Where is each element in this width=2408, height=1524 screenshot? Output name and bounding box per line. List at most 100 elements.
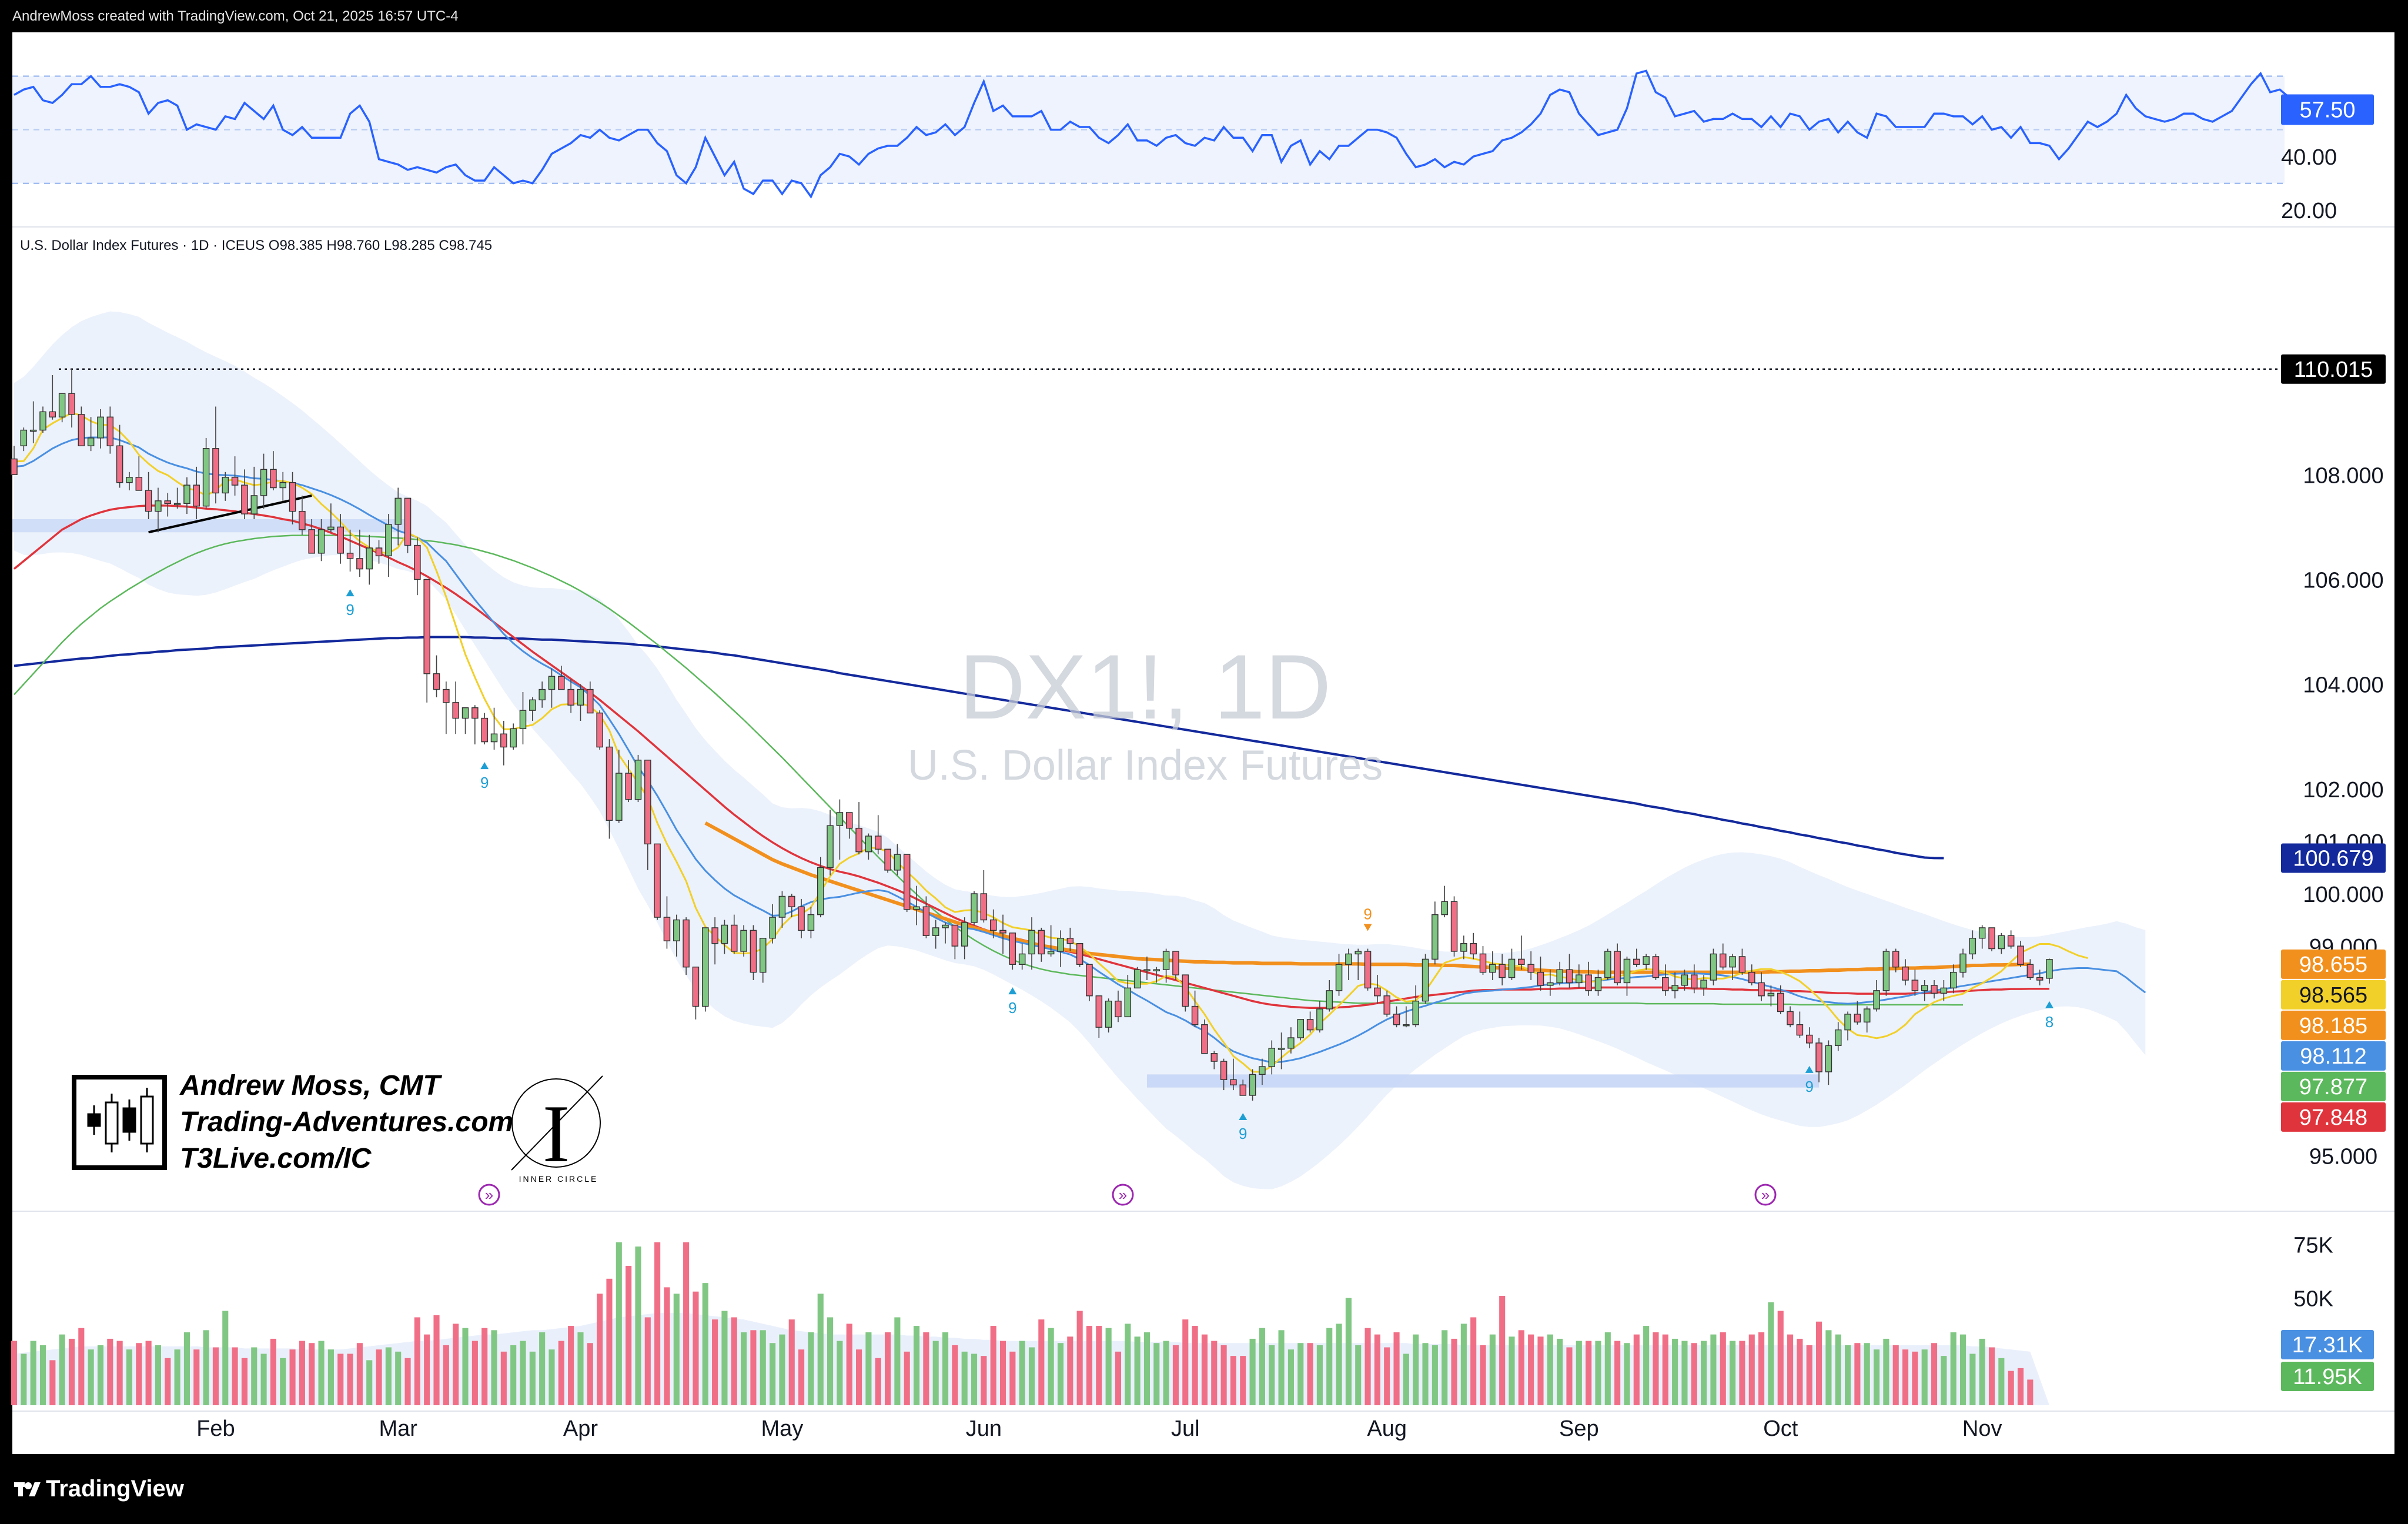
- candle: [683, 917, 690, 975]
- candle: [212, 406, 219, 504]
- volume-bar: [126, 1349, 133, 1405]
- candle-body: [1422, 958, 1429, 1002]
- candle: [596, 710, 603, 750]
- volume-bar: [1854, 1343, 1861, 1405]
- volume-bar: [721, 1311, 728, 1405]
- candle: [1057, 930, 1064, 967]
- author-site-1: Trading-Adventures.com: [180, 1107, 513, 1138]
- candle-body: [1489, 964, 1496, 973]
- candle-body: [39, 411, 46, 431]
- candle: [1527, 951, 1534, 980]
- volume-bar: [1038, 1319, 1045, 1405]
- volume-bar: [1336, 1324, 1342, 1405]
- candle-body: [798, 906, 805, 931]
- candle: [11, 446, 18, 475]
- candle-body: [1854, 1014, 1861, 1022]
- candle-body: [250, 495, 258, 514]
- candle: [58, 393, 66, 423]
- volume-bar: [1201, 1334, 1208, 1405]
- volume-bar: [1835, 1334, 1841, 1405]
- candle-body: [490, 733, 498, 743]
- volume-bar: [1681, 1341, 1688, 1405]
- candle-body: [1230, 1079, 1237, 1085]
- price-label: 110.015: [2281, 354, 2386, 384]
- volume-bar: [404, 1358, 411, 1405]
- candle-body: [1527, 964, 1534, 973]
- candle-body: [1335, 964, 1343, 991]
- volume-bar: [702, 1283, 708, 1405]
- price-label-text: 98.655: [2299, 952, 2367, 977]
- td-marker: 9: [1008, 987, 1017, 1017]
- tradingview-logo[interactable]: TradingView: [14, 1475, 184, 1503]
- candle: [711, 917, 718, 965]
- td-count: 9: [1805, 1078, 1814, 1095]
- candle: [490, 707, 498, 750]
- badge-letter: I: [543, 1088, 570, 1179]
- candle-body: [769, 917, 776, 939]
- chart-credit: AndrewMoss created with TradingView.com,…: [12, 8, 459, 24]
- price-label-text: 97.877: [2299, 1075, 2367, 1099]
- volume-bar: [539, 1332, 546, 1405]
- candle-body: [1805, 1034, 1813, 1044]
- td-marker: 9: [480, 762, 489, 791]
- volume-bar: [664, 1287, 670, 1405]
- watermark-ticker: DX1!, 1D: [959, 636, 1332, 738]
- candle: [1306, 1011, 1314, 1033]
- candle-body: [1738, 956, 1746, 973]
- volume-bar: [1816, 1321, 1822, 1405]
- candle-body: [135, 477, 143, 491]
- volume-bar: [1364, 1328, 1371, 1405]
- volume-bar: [280, 1358, 286, 1405]
- td-marker: 9: [346, 589, 354, 619]
- volume-bar: [1134, 1336, 1141, 1405]
- volume-bar: [855, 1349, 862, 1405]
- candle-body: [1988, 927, 1995, 950]
- trendline: [148, 494, 312, 534]
- candle: [1671, 972, 1678, 999]
- candle-body: [1432, 914, 1439, 960]
- td-count: 8: [2045, 1013, 2054, 1031]
- candle: [606, 739, 613, 839]
- volume-bar: [1941, 1356, 1947, 1405]
- candle-body: [625, 773, 632, 800]
- volume-bar: [616, 1242, 622, 1405]
- candle-body: [539, 689, 546, 701]
- volume-bar: [1576, 1341, 1582, 1405]
- volume-bar: [1662, 1334, 1668, 1405]
- candle: [913, 885, 920, 925]
- candle: [2026, 959, 2034, 980]
- candle-body: [433, 673, 440, 690]
- time-tick: Mar: [379, 1416, 417, 1441]
- volume-bar: [1326, 1328, 1333, 1405]
- volume-bar: [1710, 1334, 1717, 1405]
- volume-bar: [626, 1265, 632, 1405]
- volume-bar: [1269, 1345, 1275, 1405]
- candle-body: [1614, 951, 1621, 984]
- candle: [2007, 930, 2015, 949]
- candle-body: [481, 717, 488, 743]
- candle: [1902, 959, 1909, 985]
- volume-bar: [212, 1347, 219, 1405]
- candle: [616, 750, 623, 823]
- event-circle: [478, 1184, 500, 1206]
- resistance-zone: [12, 519, 408, 533]
- candle-body: [1815, 1042, 1822, 1072]
- candle: [1268, 1040, 1276, 1075]
- candle: [1412, 985, 1419, 1028]
- candle: [1287, 1027, 1295, 1054]
- volume-bar: [1509, 1336, 1515, 1405]
- candle: [346, 529, 354, 572]
- chart-canvas[interactable]: [12, 32, 2394, 1454]
- candle: [807, 907, 815, 938]
- candle: [1556, 961, 1563, 985]
- candle: [375, 540, 383, 564]
- candle: [299, 495, 306, 535]
- volume-bar: [309, 1343, 315, 1405]
- candle-body: [1297, 1019, 1305, 1038]
- candle-body: [634, 760, 642, 800]
- candle: [625, 760, 632, 803]
- sma200-line: [14, 636, 1944, 860]
- candle-body: [346, 553, 354, 559]
- candle: [1239, 1080, 1247, 1096]
